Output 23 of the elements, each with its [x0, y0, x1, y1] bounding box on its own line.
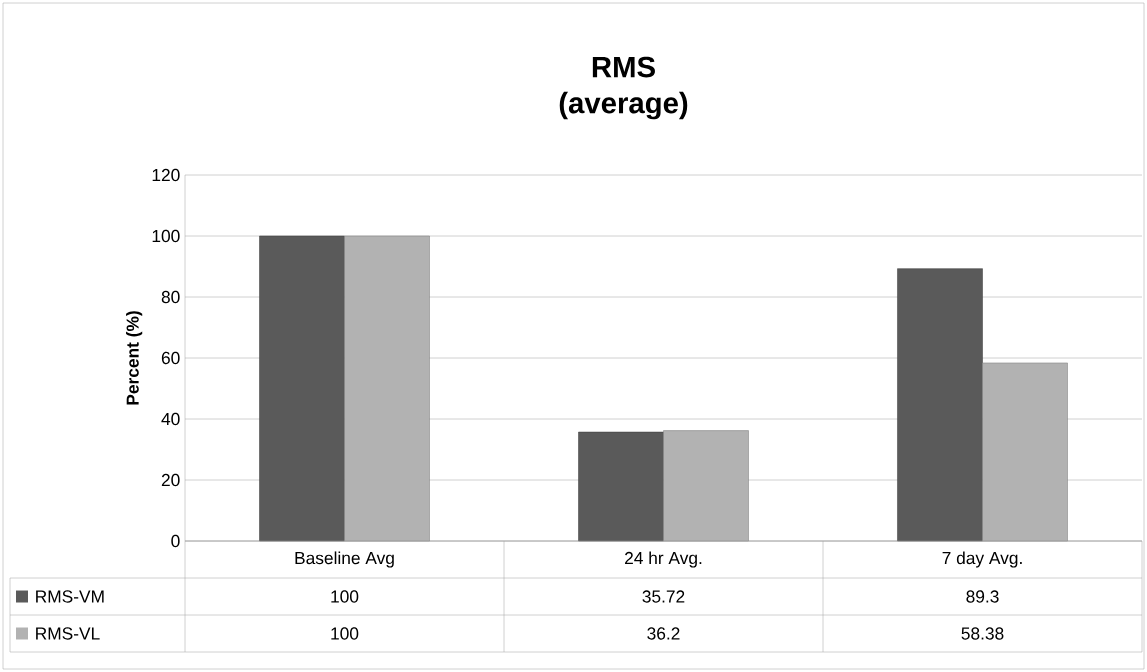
y-tick-label: 60: [161, 351, 180, 365]
legend-label: RMS-VL: [36, 627, 100, 640]
data-label: 100: [331, 590, 359, 603]
data-label: 35.72: [642, 590, 685, 603]
x-tick-label: 7 day Avg.: [942, 551, 1022, 568]
data-label: 58.38: [961, 627, 1004, 640]
bar: [578, 431, 664, 542]
y-tick-label: 120: [152, 168, 180, 182]
y-tick-label: 40: [161, 412, 180, 426]
y-tick-label: 80: [161, 290, 180, 304]
data-label: 36.2: [647, 627, 680, 640]
y-tick-label: 100: [152, 229, 180, 243]
y-tick-label: 20: [161, 473, 180, 487]
chart-title: RMS (average): [559, 56, 688, 120]
x-tick-label: 24 hr Avg.: [625, 551, 702, 568]
y-tick-label: 0: [171, 534, 180, 548]
bar: [259, 235, 345, 542]
y-axis-title: Percent (%): [126, 311, 143, 405]
data-label: 100: [331, 627, 359, 640]
x-tick-label: Baseline Avg: [295, 551, 394, 568]
bar: [897, 268, 983, 542]
legend-label: RMS-VM: [36, 590, 104, 603]
data-label: 89.3: [966, 590, 999, 603]
